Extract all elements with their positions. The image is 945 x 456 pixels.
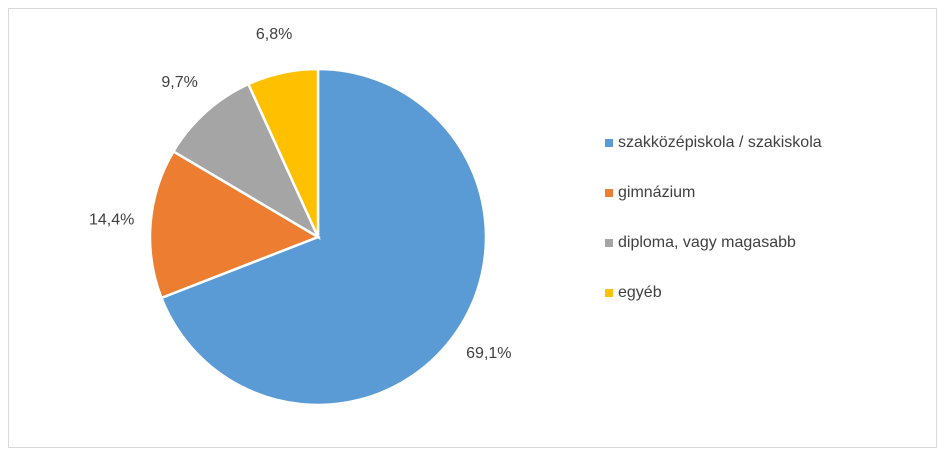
legend-swatch bbox=[605, 239, 613, 247]
legend-label: szakközépiskola / szakiskola bbox=[618, 134, 822, 151]
pie-slice bbox=[246, 67, 320, 238]
legend-swatch bbox=[605, 289, 613, 297]
pie-slice bbox=[148, 149, 321, 300]
data-label: 9,7% bbox=[161, 74, 197, 91]
legend-swatch bbox=[605, 189, 613, 197]
legend-label: diploma, vagy magasabb bbox=[618, 234, 796, 251]
legend-label: gimnázium bbox=[618, 184, 695, 201]
pie-slice bbox=[171, 82, 321, 241]
legend-label: egyéb bbox=[618, 284, 662, 301]
data-label: 14,4% bbox=[89, 211, 134, 228]
data-label: 6,8% bbox=[256, 26, 292, 43]
pie-slice bbox=[159, 67, 488, 407]
legend-swatch bbox=[605, 139, 613, 147]
data-label: 69,1% bbox=[466, 345, 511, 362]
